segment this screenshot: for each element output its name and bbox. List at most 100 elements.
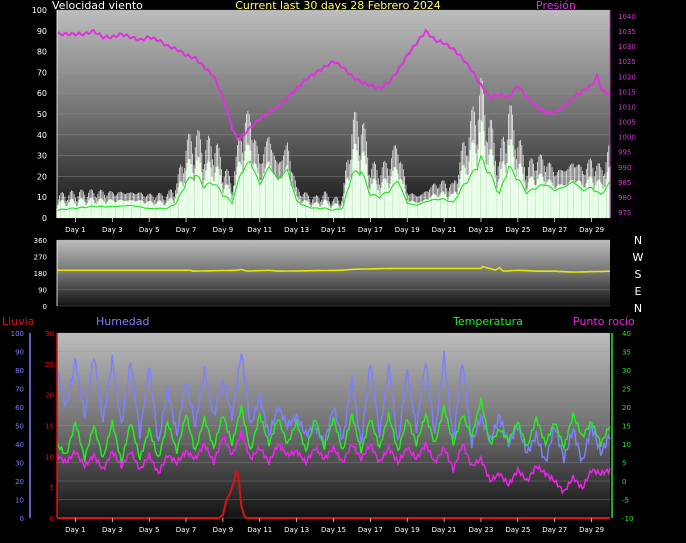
top-x-tick-label: Day 7 — [176, 226, 197, 234]
bot-x-tick-label: Day 13 — [284, 526, 309, 534]
top-x-tick-label: Day 17 — [358, 226, 383, 234]
top-x-tick-label: Day 5 — [139, 226, 160, 234]
temperature-tick-label: 0 — [622, 478, 626, 486]
top-left-tick-label: 50 — [37, 110, 47, 119]
top-right-tick-label: 990 — [618, 164, 631, 172]
bot-x-tick-label: Day 15 — [321, 526, 346, 534]
top-right-tick-label: 980 — [618, 194, 631, 202]
humidity-tick-label: 30 — [15, 460, 24, 468]
compass-label: W — [633, 251, 644, 264]
mid-tick-label: 180 — [34, 270, 47, 278]
bot-x-tick-label: Day 29 — [579, 526, 604, 534]
dewpoint-line — [56, 430, 611, 495]
chart-title: Current last 30 days 28 Febrero 2024 — [235, 0, 441, 12]
temperature-tick-label: 25 — [622, 386, 631, 394]
top-right-tick-label: 1015 — [618, 88, 636, 96]
temperature-tick-label: -5 — [622, 497, 629, 505]
compass-label: S — [635, 268, 642, 281]
humidity-tick-label: 60 — [15, 404, 24, 412]
temperature-tick-label: 20 — [622, 404, 631, 412]
temperature-line — [56, 397, 611, 464]
top-x-tick-label: Day 1 — [65, 226, 86, 234]
top-x-tick-label: Day 29 — [579, 226, 604, 234]
temperature-tick-label: 30 — [622, 367, 631, 375]
rain-axis-label: Lluvia — [2, 315, 34, 328]
bot-x-tick-label: Day 3 — [102, 526, 123, 534]
bot-x-tick-label: Day 1 — [65, 526, 86, 534]
compass-label: E — [635, 285, 642, 298]
bot-x-tick-label: Day 7 — [176, 526, 197, 534]
wind-direction-line — [57, 265, 610, 273]
humidity-line — [56, 350, 611, 464]
top-x-tick-label: Day 21 — [432, 226, 457, 234]
humidity-tick-label: 70 — [15, 386, 24, 394]
wind-axis-label: Velocidad viento — [52, 0, 143, 12]
top-left-tick-label: 90 — [37, 27, 47, 36]
bot-x-tick-label: Day 19 — [395, 526, 420, 534]
top-x-tick-label: Day 25 — [505, 226, 530, 234]
pressure-line — [56, 28, 611, 141]
temperature-tick-label: 5 — [622, 460, 626, 468]
top-left-tick-label: 80 — [37, 48, 47, 57]
temperature-tick-label: 15 — [622, 423, 631, 431]
humidity-tick-label: 50 — [15, 423, 24, 431]
humidity-tick-label: 10 — [15, 497, 24, 505]
top-x-tick-label: Day 23 — [468, 226, 493, 234]
top-right-tick-label: 995 — [618, 149, 631, 157]
top-left-tick-label: 10 — [37, 193, 47, 202]
top-right-tick-label: 1025 — [618, 58, 636, 66]
rain-tick-label: 0 — [50, 515, 54, 523]
humidity-tick-label: 0 — [20, 515, 24, 523]
humidity-tick-label: 90 — [15, 349, 24, 357]
top-x-tick-label: Day 3 — [102, 226, 123, 234]
rain-tick-label: 25 — [45, 361, 54, 369]
top-right-tick-label: 1020 — [618, 73, 636, 81]
top-left-tick-label: 20 — [37, 172, 47, 181]
bot-x-tick-label: Day 23 — [468, 526, 493, 534]
bot-x-tick-label: Day 27 — [542, 526, 567, 534]
top-right-tick-label: 1010 — [618, 103, 636, 111]
humidity-tick-label: 20 — [15, 478, 24, 486]
rain-tick-label: 5 — [50, 484, 54, 492]
top-left-tick-label: 70 — [37, 68, 47, 77]
mid-tick-label: 360 — [34, 237, 47, 245]
mid-tick-label: 0 — [43, 303, 47, 311]
top-x-tick-label: Day 19 — [395, 226, 420, 234]
bot-x-tick-label: Day 5 — [139, 526, 160, 534]
top-left-tick-label: 30 — [37, 152, 47, 161]
top-right-tick-label: 985 — [618, 179, 631, 187]
top-right-tick-label: 975 — [618, 209, 631, 217]
bot-x-tick-label: Day 21 — [432, 526, 457, 534]
humidity-tick-label: 80 — [15, 367, 24, 375]
rain-tick-label: 20 — [45, 392, 54, 400]
temperature-tick-label: 40 — [622, 330, 631, 338]
pressure-axis-label: Presión — [536, 0, 576, 12]
top-right-tick-label: 1030 — [618, 43, 636, 51]
top-right-tick-label: 1000 — [618, 134, 636, 142]
humidity-axis-label: Humedad — [96, 315, 149, 328]
mid-tick-label: 90 — [38, 287, 47, 295]
top-x-tick-label: Day 27 — [542, 226, 567, 234]
temperature-axis-label: Temperatura — [452, 315, 523, 328]
top-right-tick-label: 1035 — [618, 28, 636, 36]
wind-average-line — [56, 155, 611, 212]
top-x-tick-label: Day 13 — [284, 226, 309, 234]
top-x-tick-label: Day 9 — [213, 226, 234, 234]
mid-tick-label: 270 — [34, 254, 47, 262]
temperature-tick-label: 35 — [622, 349, 631, 357]
bot-x-tick-label: Day 11 — [247, 526, 272, 534]
top-x-tick-label: Day 15 — [321, 226, 346, 234]
top-right-tick-label: 1005 — [618, 119, 636, 127]
compass-label: N — [634, 302, 642, 315]
top-x-tick-label: Day 11 — [247, 226, 272, 234]
rain-tick-label: 15 — [45, 423, 54, 431]
rain-tick-label: 10 — [45, 453, 54, 461]
top-right-tick-label: 1040 — [618, 13, 636, 21]
compass-label: N — [634, 234, 642, 247]
top-left-tick-label: 60 — [37, 89, 47, 98]
dewpoint-axis-label: Punto rocío — [573, 315, 635, 328]
bot-x-tick-label: Day 17 — [358, 526, 383, 534]
temperature-tick-label: -10 — [622, 515, 633, 523]
